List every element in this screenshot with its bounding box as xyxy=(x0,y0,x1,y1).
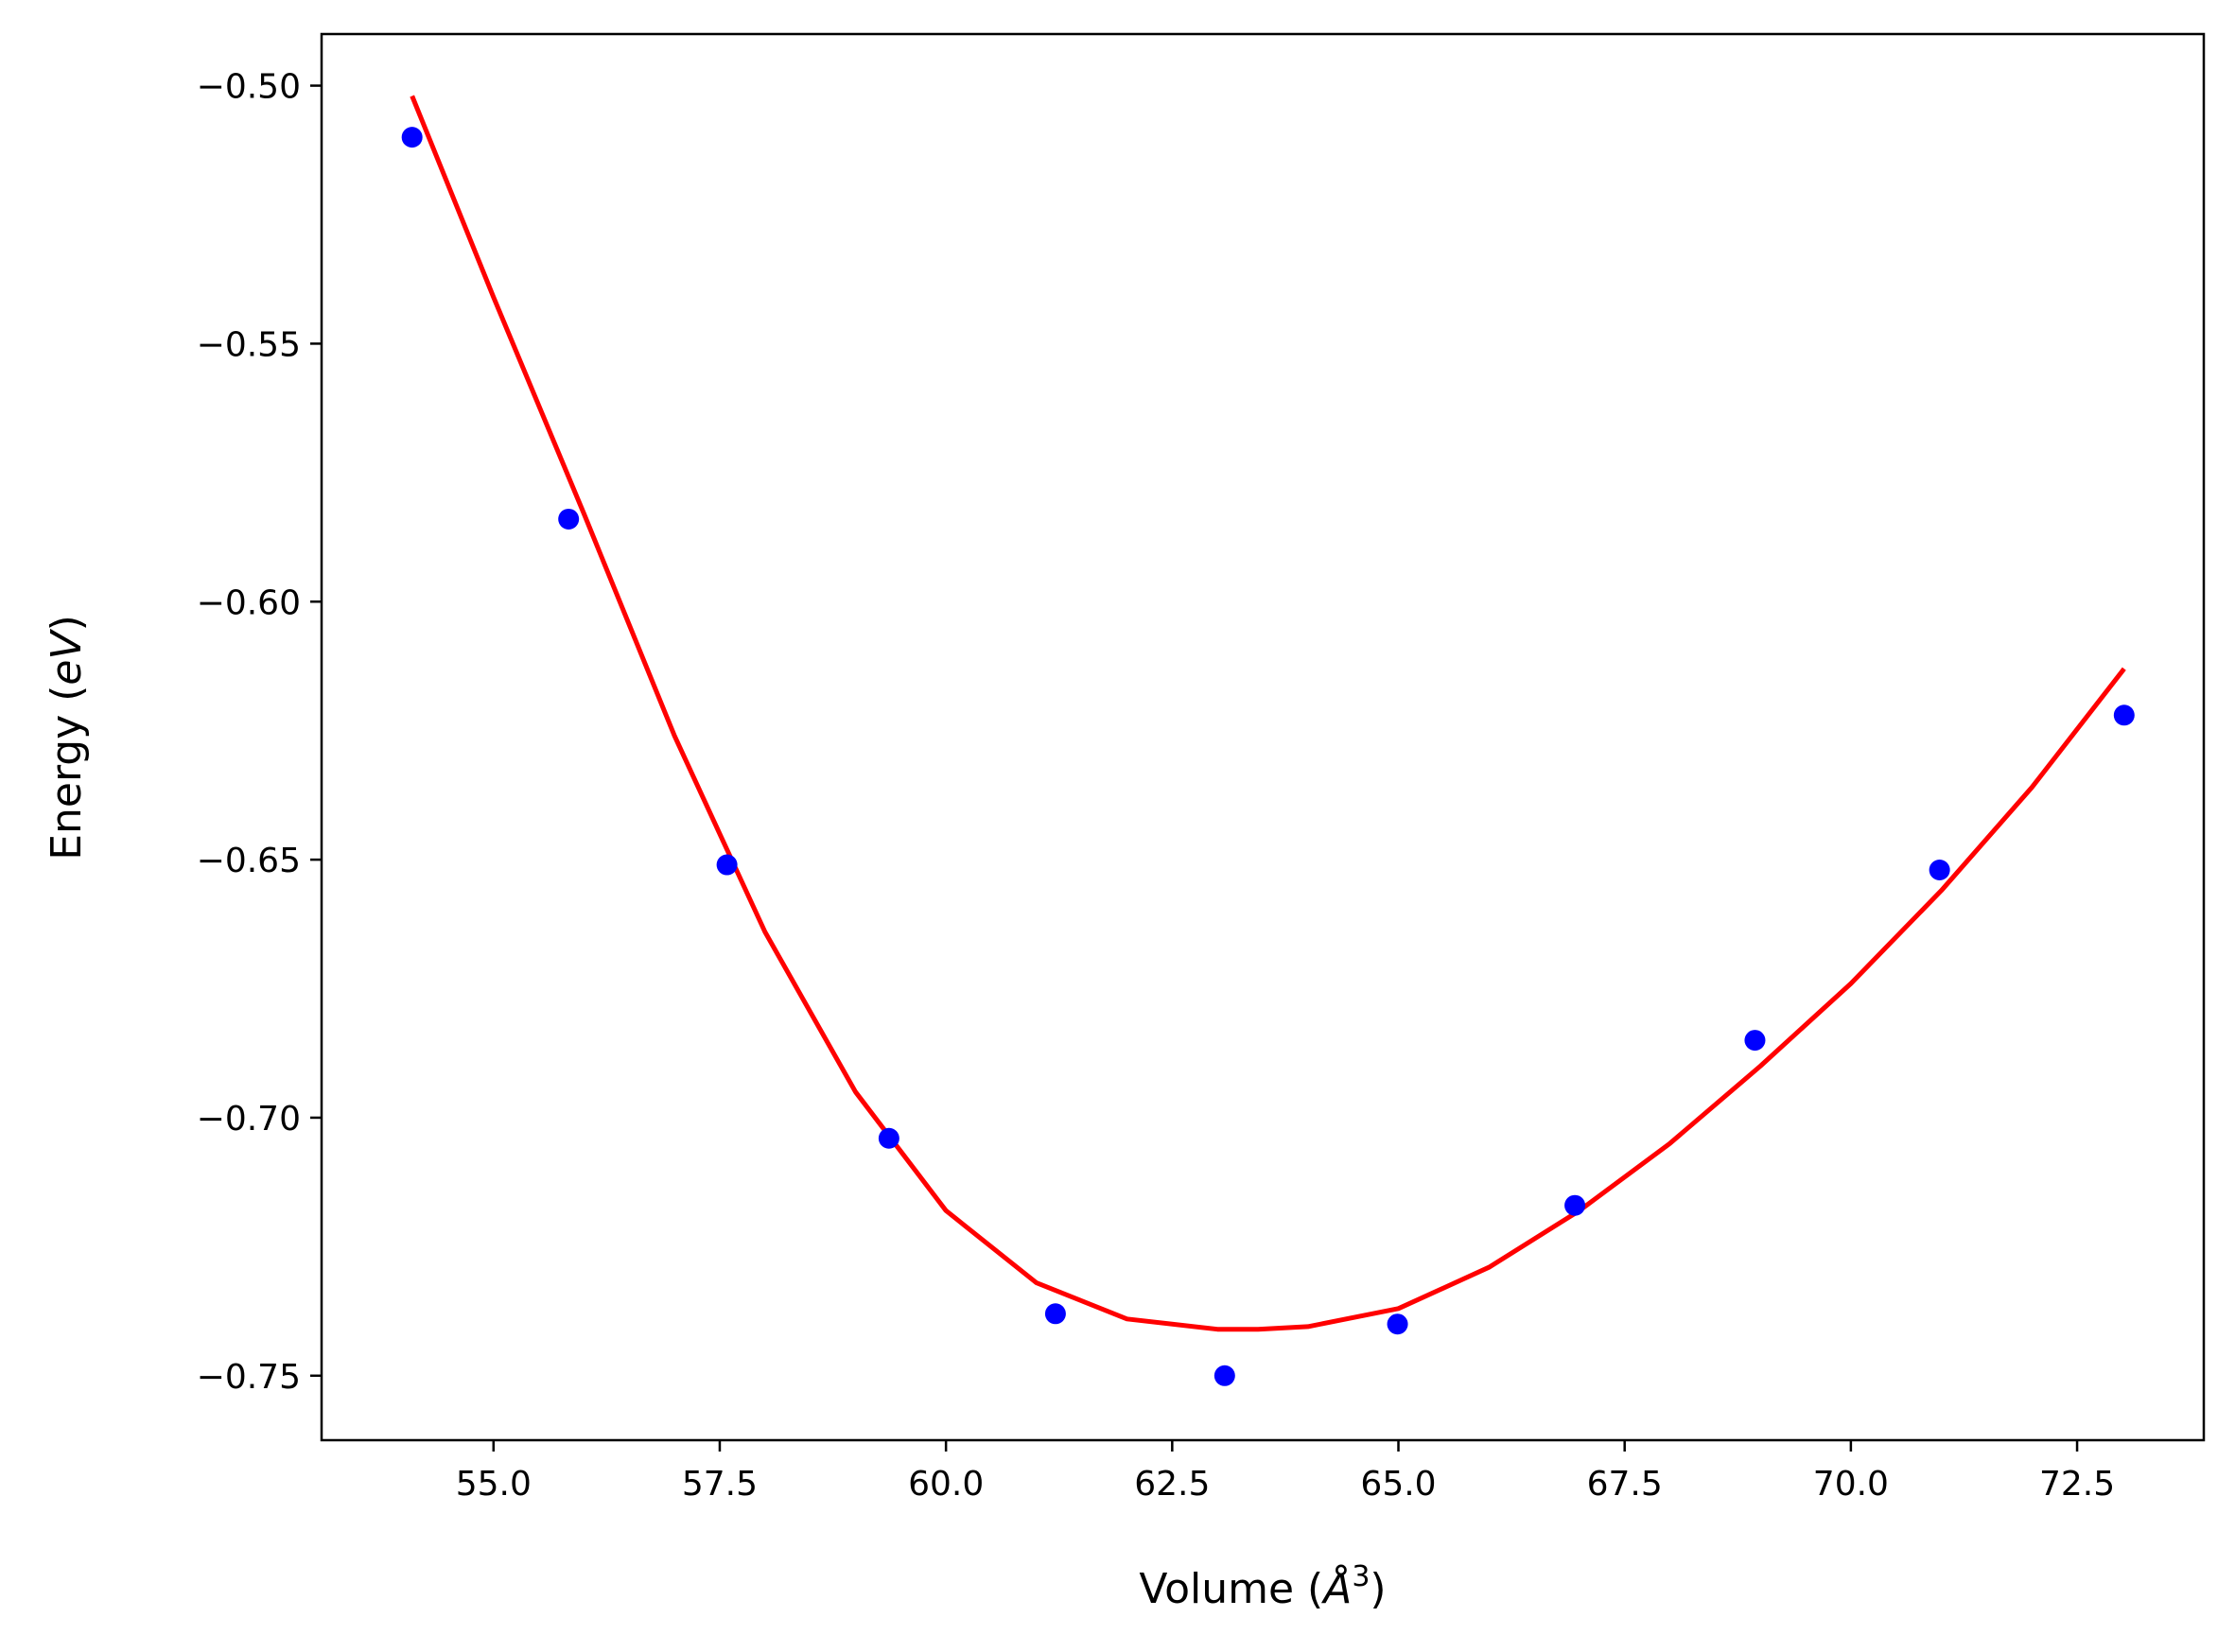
data-point xyxy=(1744,1030,1766,1052)
plot-frame xyxy=(320,32,2206,1442)
data-point xyxy=(716,854,738,876)
plot-area xyxy=(322,34,2204,1440)
x-tick-label: 60.0 xyxy=(908,1465,984,1504)
y-tick-label: −0.65 xyxy=(197,842,301,880)
data-point xyxy=(1929,860,1950,881)
data-point xyxy=(558,508,580,530)
x-axis-label: Volume (Å3) xyxy=(1139,1560,1386,1613)
data-point xyxy=(878,1127,899,1149)
x-tick-label: 65.0 xyxy=(1360,1465,1436,1504)
y-tick-label: −0.75 xyxy=(197,1358,301,1397)
data-point xyxy=(1564,1194,1586,1216)
fit-curve xyxy=(410,95,2126,1332)
x-tick-label: 72.5 xyxy=(2039,1465,2115,1504)
data-point xyxy=(1044,1303,1066,1325)
x-axis-ticks: 55.0 57.5 60.0 62.5 65.0 67.5 70.0 72.5 xyxy=(456,1440,2115,1504)
x-tick-label: 57.5 xyxy=(682,1465,758,1504)
y-tick-label: −0.55 xyxy=(197,325,301,364)
y-tick-label: −0.60 xyxy=(197,583,301,622)
x-tick-label: 67.5 xyxy=(1587,1465,1663,1504)
data-point xyxy=(2113,704,2135,726)
x-tick-label: 55.0 xyxy=(456,1465,532,1504)
y-tick-label: −0.50 xyxy=(197,68,301,107)
data-point xyxy=(1387,1313,1408,1335)
y-axis-label: Energy (eV) xyxy=(43,615,91,861)
y-axis-ticks: −0.50 −0.55 −0.60 −0.65 −0.70 −0.75 xyxy=(197,68,322,1397)
data-points xyxy=(401,127,2135,1386)
x-tick-label: 70.0 xyxy=(1813,1465,1889,1504)
y-tick-label: −0.70 xyxy=(197,1100,301,1139)
data-point xyxy=(401,127,423,148)
data-point xyxy=(1214,1365,1235,1386)
x-tick-label: 62.5 xyxy=(1134,1465,1210,1504)
